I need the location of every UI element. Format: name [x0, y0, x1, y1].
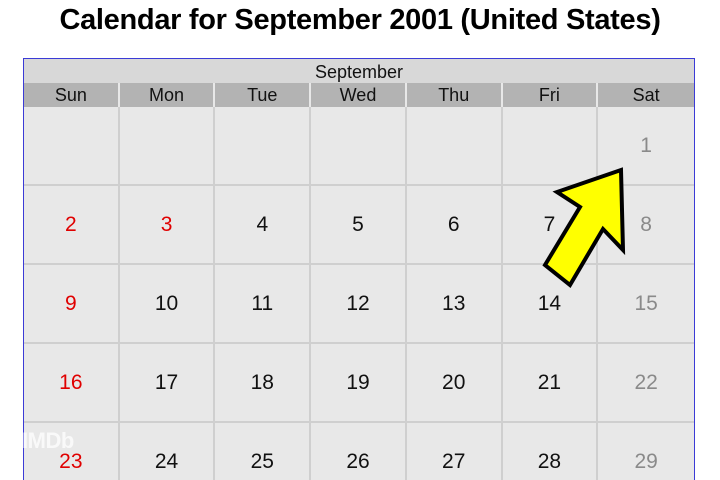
day-cell[interactable]: 26 — [311, 423, 407, 480]
day-cell[interactable]: 6 — [406, 186, 503, 265]
weekday-tue: Tue — [215, 83, 312, 107]
day-cell[interactable]: 9 — [24, 265, 120, 344]
weekday-sun: Sun — [24, 83, 120, 107]
day-cell[interactable]: 19 — [311, 344, 407, 423]
day-cell[interactable]: 5 — [311, 186, 407, 265]
month-header: September — [24, 59, 694, 83]
weekday-fri: Fri — [503, 83, 599, 107]
day-cell[interactable]: 8 — [598, 186, 694, 265]
empty-day-cell — [311, 107, 407, 186]
imdb-watermark: IMDb — [22, 428, 74, 453]
day-cell[interactable]: 3 — [119, 186, 216, 265]
weekday-header-row: Sun Mon Tue Wed Thu Fri Sat — [24, 83, 694, 107]
empty-day-cell — [502, 107, 599, 186]
day-cell[interactable]: 27 — [407, 423, 503, 480]
day-cell[interactable]: 22 — [598, 344, 694, 423]
day-cell[interactable]: 18 — [215, 344, 312, 423]
day-grid: 1 2 3 4 5 6 7 8 9 10 11 12 13 14 15 16 17 18 19 20 21 22 23 24 2… — [24, 107, 694, 480]
day-cell[interactable]: 14 — [502, 265, 599, 344]
day-cell[interactable]: 29 — [598, 423, 694, 480]
day-cell[interactable]: 15 — [598, 265, 694, 344]
empty-day-cell — [119, 107, 216, 186]
day-cell[interactable]: 1 — [598, 107, 694, 186]
day-cell[interactable]: 4 — [215, 186, 312, 265]
day-cell[interactable]: 21 — [502, 344, 599, 423]
weekday-sat: Sat — [632, 85, 660, 105]
page-title: Calendar for September 2001 (United Stat… — [59, 4, 661, 36]
day-cell[interactable]: 20 — [406, 344, 503, 423]
day-cell[interactable]: 10 — [119, 265, 216, 344]
weekday-thu: Thu — [407, 83, 503, 107]
day-cell[interactable]: 24 — [120, 423, 216, 480]
day-cell[interactable]: 2 — [24, 186, 120, 265]
empty-day-cell — [406, 107, 503, 186]
day-cell[interactable]: 11 — [215, 265, 312, 344]
empty-day-cell — [215, 107, 312, 186]
day-cell[interactable]: 13 — [406, 265, 503, 344]
day-cell[interactable]: 25 — [215, 423, 312, 480]
day-cell[interactable]: 7 — [502, 186, 599, 265]
weekday-mon: Mon — [120, 83, 216, 107]
day-cell[interactable]: 12 — [311, 265, 407, 344]
day-cell[interactable]: 16 — [24, 344, 120, 423]
day-cell[interactable]: 23 — [24, 423, 120, 480]
day-cell[interactable]: 28 — [503, 423, 599, 480]
day-cell[interactable]: 17 — [119, 344, 216, 423]
weekday-wed: Wed — [311, 83, 407, 107]
empty-day-cell — [24, 107, 120, 186]
